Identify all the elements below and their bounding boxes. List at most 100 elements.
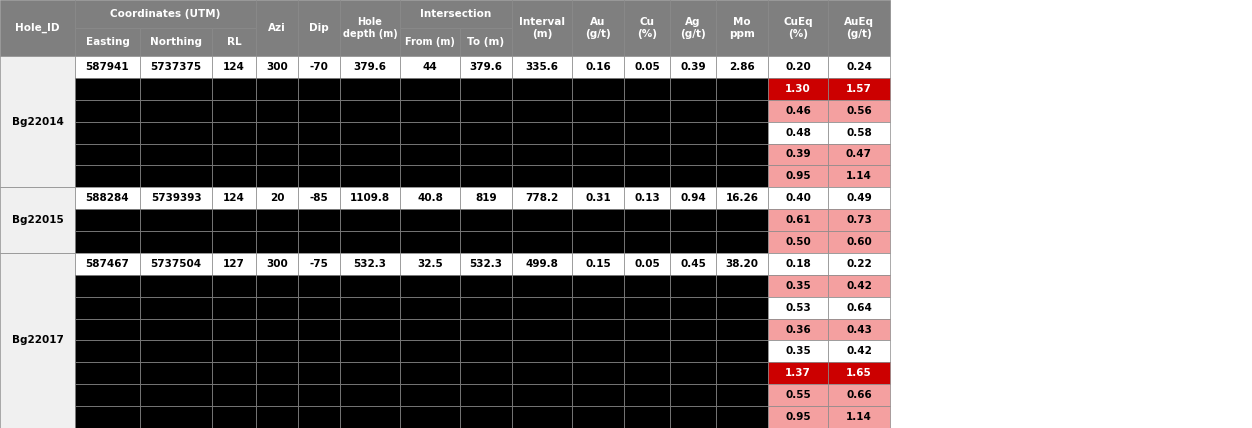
Text: 40.8: 40.8: [417, 193, 443, 203]
Bar: [623, 340, 670, 363]
Bar: [212, 318, 255, 340]
Bar: [572, 187, 623, 209]
Bar: [716, 231, 767, 253]
Bar: [828, 318, 890, 340]
Text: 38.20: 38.20: [725, 259, 759, 269]
Text: 0.42: 0.42: [846, 281, 871, 291]
Bar: [399, 384, 459, 406]
Bar: [512, 122, 572, 143]
Bar: [623, 253, 670, 275]
Bar: [572, 406, 623, 428]
Bar: [716, 318, 767, 340]
Bar: [572, 297, 623, 318]
Bar: [341, 56, 399, 78]
Text: 16.26: 16.26: [725, 193, 759, 203]
Bar: [341, 78, 399, 100]
Text: Hole_ID: Hole_ID: [15, 23, 60, 33]
Text: 20: 20: [269, 193, 284, 203]
Bar: [298, 406, 341, 428]
Bar: [399, 231, 459, 253]
Bar: [623, 100, 670, 122]
Text: 499.8: 499.8: [526, 259, 558, 269]
Text: 532.3: 532.3: [470, 259, 502, 269]
Text: 0.39: 0.39: [785, 149, 811, 160]
Text: 0.22: 0.22: [846, 259, 871, 269]
Text: 587467: 587467: [85, 259, 129, 269]
Bar: [828, 0, 890, 56]
Text: 0.53: 0.53: [785, 303, 811, 312]
Bar: [255, 275, 298, 297]
Bar: [716, 122, 767, 143]
Bar: [459, 187, 512, 209]
Bar: [298, 275, 341, 297]
Text: 0.73: 0.73: [846, 215, 871, 225]
Text: 5737504: 5737504: [150, 259, 202, 269]
Bar: [255, 318, 298, 340]
Bar: [670, 122, 716, 143]
Bar: [298, 78, 341, 100]
Bar: [140, 165, 212, 187]
Bar: [212, 187, 255, 209]
Text: 124: 124: [223, 193, 245, 203]
Bar: [512, 143, 572, 165]
Text: Hole
depth (m): Hole depth (m): [343, 17, 397, 39]
Bar: [255, 187, 298, 209]
Text: Mo
ppm: Mo ppm: [729, 17, 755, 39]
Bar: [75, 165, 140, 187]
Bar: [767, 143, 828, 165]
Text: 44: 44: [423, 62, 437, 72]
Bar: [459, 297, 512, 318]
Bar: [255, 406, 298, 428]
Bar: [140, 384, 212, 406]
Text: 0.13: 0.13: [634, 193, 660, 203]
Bar: [623, 406, 670, 428]
Bar: [255, 122, 298, 143]
Bar: [716, 78, 767, 100]
Bar: [716, 275, 767, 297]
Text: 0.24: 0.24: [846, 62, 871, 72]
Bar: [512, 56, 572, 78]
Bar: [298, 318, 341, 340]
Bar: [255, 340, 298, 363]
Bar: [828, 122, 890, 143]
Bar: [828, 165, 890, 187]
Text: 0.40: 0.40: [785, 193, 811, 203]
Bar: [399, 209, 459, 231]
Bar: [140, 143, 212, 165]
Bar: [623, 143, 670, 165]
Bar: [459, 165, 512, 187]
Bar: [828, 231, 890, 253]
Text: 124: 124: [223, 62, 245, 72]
Bar: [459, 143, 512, 165]
Bar: [298, 143, 341, 165]
Bar: [459, 384, 512, 406]
Bar: [212, 56, 255, 78]
Bar: [767, 122, 828, 143]
Text: Cu
(%): Cu (%): [637, 17, 657, 39]
Bar: [767, 0, 828, 56]
Bar: [255, 384, 298, 406]
Bar: [75, 297, 140, 318]
Bar: [623, 318, 670, 340]
Bar: [716, 100, 767, 122]
Bar: [623, 122, 670, 143]
Bar: [512, 231, 572, 253]
Bar: [341, 122, 399, 143]
Bar: [716, 143, 767, 165]
Bar: [767, 209, 828, 231]
Bar: [75, 384, 140, 406]
Bar: [716, 253, 767, 275]
Bar: [623, 275, 670, 297]
Bar: [140, 406, 212, 428]
Bar: [341, 209, 399, 231]
Bar: [212, 406, 255, 428]
Bar: [572, 209, 623, 231]
Bar: [399, 318, 459, 340]
Bar: [459, 56, 512, 78]
Text: 0.05: 0.05: [634, 62, 660, 72]
Bar: [623, 187, 670, 209]
Bar: [716, 297, 767, 318]
Bar: [572, 56, 623, 78]
Bar: [341, 165, 399, 187]
Text: 0.60: 0.60: [846, 237, 871, 247]
